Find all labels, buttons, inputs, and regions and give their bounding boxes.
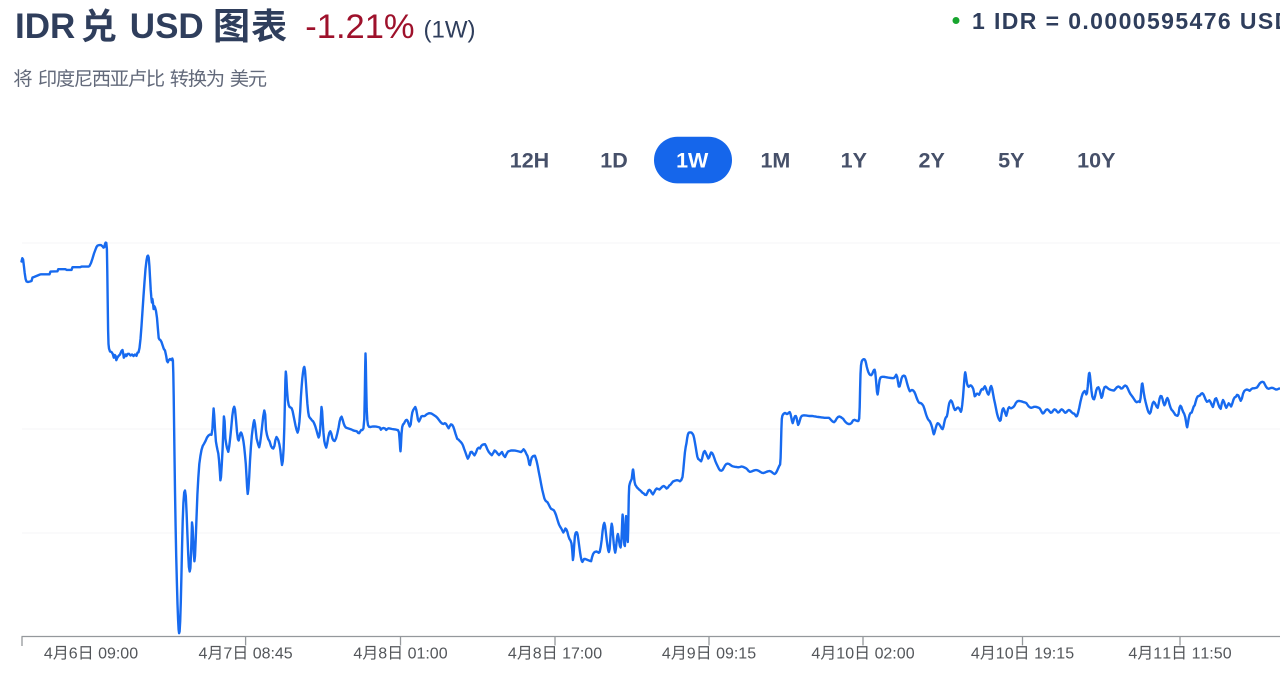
svg-text::: :: [1052, 646, 1056, 663]
svg-text:9: 9: [687, 646, 696, 663]
svg-text:4: 4: [1128, 646, 1137, 663]
svg-text:0: 0: [897, 646, 906, 663]
svg-text:1: 1: [562, 646, 571, 663]
svg-text:1: 1: [996, 646, 1005, 663]
svg-text:5: 5: [1065, 646, 1074, 663]
svg-text:0: 0: [98, 646, 107, 663]
svg-text:4: 4: [811, 646, 820, 663]
svg-text:1M: 1M: [760, 148, 790, 172]
svg-text:0: 0: [906, 646, 915, 663]
svg-text:8: 8: [262, 646, 271, 663]
svg-text:5: 5: [1214, 646, 1223, 663]
svg-text:0: 0: [875, 646, 884, 663]
svg-text::: :: [734, 646, 738, 663]
svg-text:1: 1: [738, 646, 747, 663]
svg-text:0: 0: [430, 646, 439, 663]
svg-text:1: 1: [1034, 646, 1043, 663]
svg-text:1: 1: [1153, 646, 1162, 663]
svg-text:8: 8: [378, 646, 387, 663]
svg-text:1Y: 1Y: [841, 148, 867, 172]
svg-text:IDR: IDR: [15, 7, 75, 46]
svg-text:0: 0: [408, 646, 417, 663]
svg-text:7: 7: [223, 646, 232, 663]
svg-text:10Y: 10Y: [1077, 148, 1115, 172]
svg-text:4: 4: [275, 646, 284, 663]
svg-text:1: 1: [1200, 646, 1209, 663]
svg-text:9: 9: [1043, 646, 1052, 663]
svg-text:2Y: 2Y: [919, 148, 945, 172]
svg-text:0: 0: [593, 646, 602, 663]
svg-text:5: 5: [747, 646, 756, 663]
svg-text:1W: 1W: [676, 148, 709, 172]
svg-text:6: 6: [69, 646, 78, 663]
svg-text:0: 0: [584, 646, 593, 663]
svg-text:12H: 12H: [510, 148, 549, 172]
svg-text:1: 1: [1192, 646, 1201, 663]
svg-text:2: 2: [883, 646, 892, 663]
svg-text:4: 4: [508, 646, 517, 663]
svg-text:(1W): (1W): [424, 16, 476, 43]
svg-text:1 IDR = 0.0000595476 USD: 1 IDR = 0.0000595476 USD: [972, 8, 1280, 34]
svg-text:0: 0: [129, 646, 138, 663]
svg-text:0: 0: [253, 646, 262, 663]
svg-text:8: 8: [533, 646, 542, 663]
svg-text:0: 0: [1223, 646, 1232, 663]
svg-text:4: 4: [662, 646, 671, 663]
svg-text:-1.21%: -1.21%: [305, 8, 414, 46]
svg-text:0: 0: [120, 646, 129, 663]
svg-text:5Y: 5Y: [998, 148, 1024, 172]
svg-text:1: 1: [836, 646, 845, 663]
svg-text::: :: [425, 646, 429, 663]
svg-text:0: 0: [845, 646, 854, 663]
svg-text:1: 1: [1056, 646, 1065, 663]
svg-text::: :: [580, 646, 584, 663]
svg-text:9: 9: [725, 646, 734, 663]
svg-text:0: 0: [1005, 646, 1014, 663]
svg-text:4: 4: [44, 646, 53, 663]
svg-text:4: 4: [353, 646, 362, 663]
svg-text:5: 5: [284, 646, 293, 663]
svg-text:7: 7: [571, 646, 580, 663]
svg-text::: :: [892, 646, 896, 663]
svg-text::: :: [271, 646, 275, 663]
svg-text:9: 9: [107, 646, 116, 663]
svg-text:0: 0: [716, 646, 725, 663]
svg-text:1: 1: [1162, 646, 1171, 663]
svg-text:1D: 1D: [600, 148, 627, 172]
svg-text:4: 4: [199, 646, 208, 663]
svg-text::: :: [1209, 646, 1213, 663]
svg-text:0: 0: [439, 646, 448, 663]
svg-text:1: 1: [417, 646, 426, 663]
svg-text:USD: USD: [130, 7, 204, 46]
svg-text::: :: [116, 646, 120, 663]
svg-text:4: 4: [971, 646, 980, 663]
